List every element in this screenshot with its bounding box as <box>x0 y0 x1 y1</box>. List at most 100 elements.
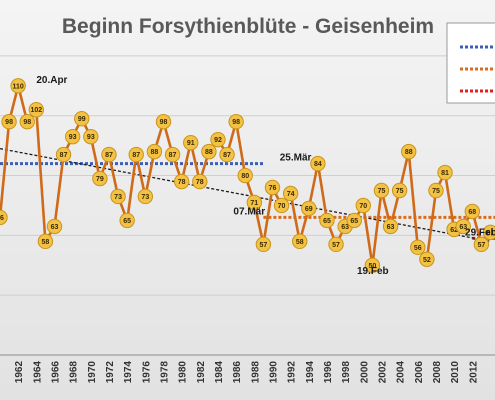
x-tick-label: 2012 <box>468 361 479 384</box>
data-point <box>64 128 81 145</box>
data-point <box>183 134 199 151</box>
trend-line <box>0 147 491 242</box>
x-tick-label: 1962 <box>14 361 25 384</box>
data-point <box>201 143 217 160</box>
points-group: 66 98 110 98 102 58 63 87 93 99 93 79 87 73 65 87 73 88 98… <box>0 78 495 273</box>
data-point <box>328 236 344 253</box>
x-tick-label: 2000 <box>359 361 370 384</box>
data-point <box>137 188 154 205</box>
data-point <box>210 131 226 148</box>
data-label: 93 <box>87 134 95 141</box>
data-label: 87 <box>132 152 140 159</box>
x-tick-label: 1990 <box>268 361 279 384</box>
data-point <box>364 257 381 273</box>
data-point <box>119 212 135 229</box>
data-label: 73 <box>114 194 122 201</box>
trend-line-group <box>0 147 491 242</box>
data-label: 76 <box>269 185 277 192</box>
data-point <box>410 239 426 256</box>
data-point <box>273 197 290 214</box>
data-point <box>464 203 480 220</box>
data-point <box>346 212 362 229</box>
data-point <box>46 218 63 235</box>
data-point <box>482 224 495 241</box>
data-point <box>455 218 471 235</box>
data-label: 52 <box>423 257 431 264</box>
data-label: 98 <box>23 119 31 126</box>
data-label: 87 <box>105 152 113 159</box>
data-label: 81 <box>441 170 449 177</box>
data-label: 80 <box>241 173 249 180</box>
data-point <box>164 146 181 163</box>
x-tick-label: 1996 <box>323 361 334 384</box>
x-tick-label: 1980 <box>178 361 189 384</box>
data-label: 69 <box>305 206 313 213</box>
data-point <box>473 236 490 253</box>
x-tick-label: 1970 <box>87 361 98 384</box>
x-tick-label: 1986 <box>232 361 243 384</box>
data-label: 63 <box>341 224 349 231</box>
data-label: 75 <box>396 188 404 195</box>
data-label: 65 <box>350 218 358 225</box>
x-tick-label: 1994 <box>305 361 316 384</box>
annotation: 07.Mär <box>233 206 265 217</box>
data-point <box>437 164 453 181</box>
data-label: 88 <box>151 149 159 156</box>
x-tick-label: 1998 <box>341 361 352 384</box>
data-point <box>83 128 99 145</box>
data-label: 71 <box>250 200 258 207</box>
data-label: 87 <box>169 152 177 159</box>
data-label: 75 <box>378 188 386 195</box>
annotation: 20.Apr <box>36 75 67 86</box>
data-point <box>255 236 272 253</box>
data-point <box>310 155 326 172</box>
data-point <box>128 146 144 163</box>
data-point <box>292 233 308 250</box>
data-label: 50 <box>368 263 376 270</box>
x-tick-label: 2010 <box>450 361 461 384</box>
data-label: 70 <box>359 203 367 210</box>
data-label: 88 <box>405 149 413 156</box>
data-point <box>319 212 335 229</box>
data-label: 56 <box>414 245 422 252</box>
data-label: 63 <box>387 224 395 231</box>
data-point <box>228 114 244 130</box>
data-label: 65 <box>323 218 331 225</box>
data-label: 91 <box>187 140 195 147</box>
data-point <box>37 233 54 250</box>
data-point <box>92 170 108 187</box>
data-point <box>101 146 117 163</box>
data-point <box>391 182 408 199</box>
data-point <box>0 209 8 226</box>
data-label: 57 <box>259 242 267 249</box>
x-tick-label: 1966 <box>50 361 61 384</box>
data-label: 57 <box>332 242 340 249</box>
x-tick-label: 1988 <box>250 361 261 384</box>
data-point <box>237 167 253 184</box>
data-point <box>19 114 35 130</box>
data-label: 63 <box>51 224 59 231</box>
data-point <box>1 114 17 130</box>
x-tick-label: 1964 <box>32 361 43 384</box>
data-label: 70 <box>278 203 286 210</box>
data-label: 61 <box>487 230 495 237</box>
data-label: 75 <box>432 188 440 195</box>
data-label: 110 <box>13 83 24 90</box>
data-point <box>74 111 90 127</box>
data-label: 98 <box>160 119 168 126</box>
annotations: 20.Apr 25.Mär 07.Mär 19.Feb 29.Feb <box>36 75 495 277</box>
data-label: 99 <box>78 116 86 123</box>
data-point <box>355 197 372 214</box>
data-label: 102 <box>30 107 42 114</box>
data-label: 84 <box>314 161 322 168</box>
x-tick-label: 2008 <box>432 361 443 384</box>
annotation: 19.Feb <box>357 266 389 277</box>
x-tick-label: 1992 <box>287 361 298 384</box>
data-point <box>155 114 172 130</box>
x-tick-label: 2006 <box>414 361 425 384</box>
x-tick-label: 1982 <box>196 361 207 384</box>
data-point <box>173 173 190 190</box>
data-label: 73 <box>141 194 149 201</box>
chart-title: Beginn Forsythienblüte - Geisenheim <box>62 15 434 38</box>
